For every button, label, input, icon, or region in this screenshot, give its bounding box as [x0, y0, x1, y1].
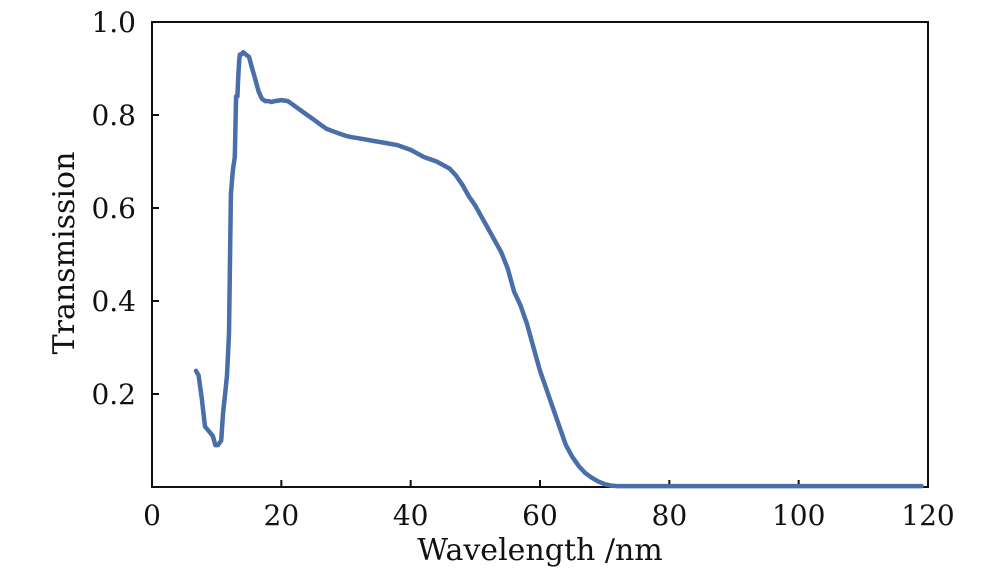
x-tick-label: 80: [652, 499, 688, 532]
x-tick-label: 40: [393, 499, 429, 532]
y-axis-label: Transmission: [47, 152, 82, 355]
x-tick-label: 20: [264, 499, 300, 532]
tick-marks: [152, 114, 800, 487]
x-tick-label: 0: [143, 499, 161, 532]
y-tick-label: 0.4: [91, 285, 136, 318]
data-series: [193, 49, 924, 489]
y-tick-label: 0.2: [91, 378, 136, 411]
y-tick-label: 0.6: [91, 192, 136, 225]
y-tick-label: 0.8: [91, 99, 136, 132]
x-tick-label: 60: [522, 499, 558, 532]
tick-labels: 0 20 40 60 80 100 120 0.2 0.4 0.6 0.8 1.0: [91, 6, 954, 532]
x-axis-label: Wavelength /nm: [417, 533, 662, 568]
x-tick-label: 100: [772, 499, 825, 532]
y-tick-label: 1.0: [91, 6, 136, 39]
series-line-0: [193, 49, 924, 489]
plot-frame: [151, 21, 929, 488]
x-tick-label: 120: [901, 499, 954, 532]
